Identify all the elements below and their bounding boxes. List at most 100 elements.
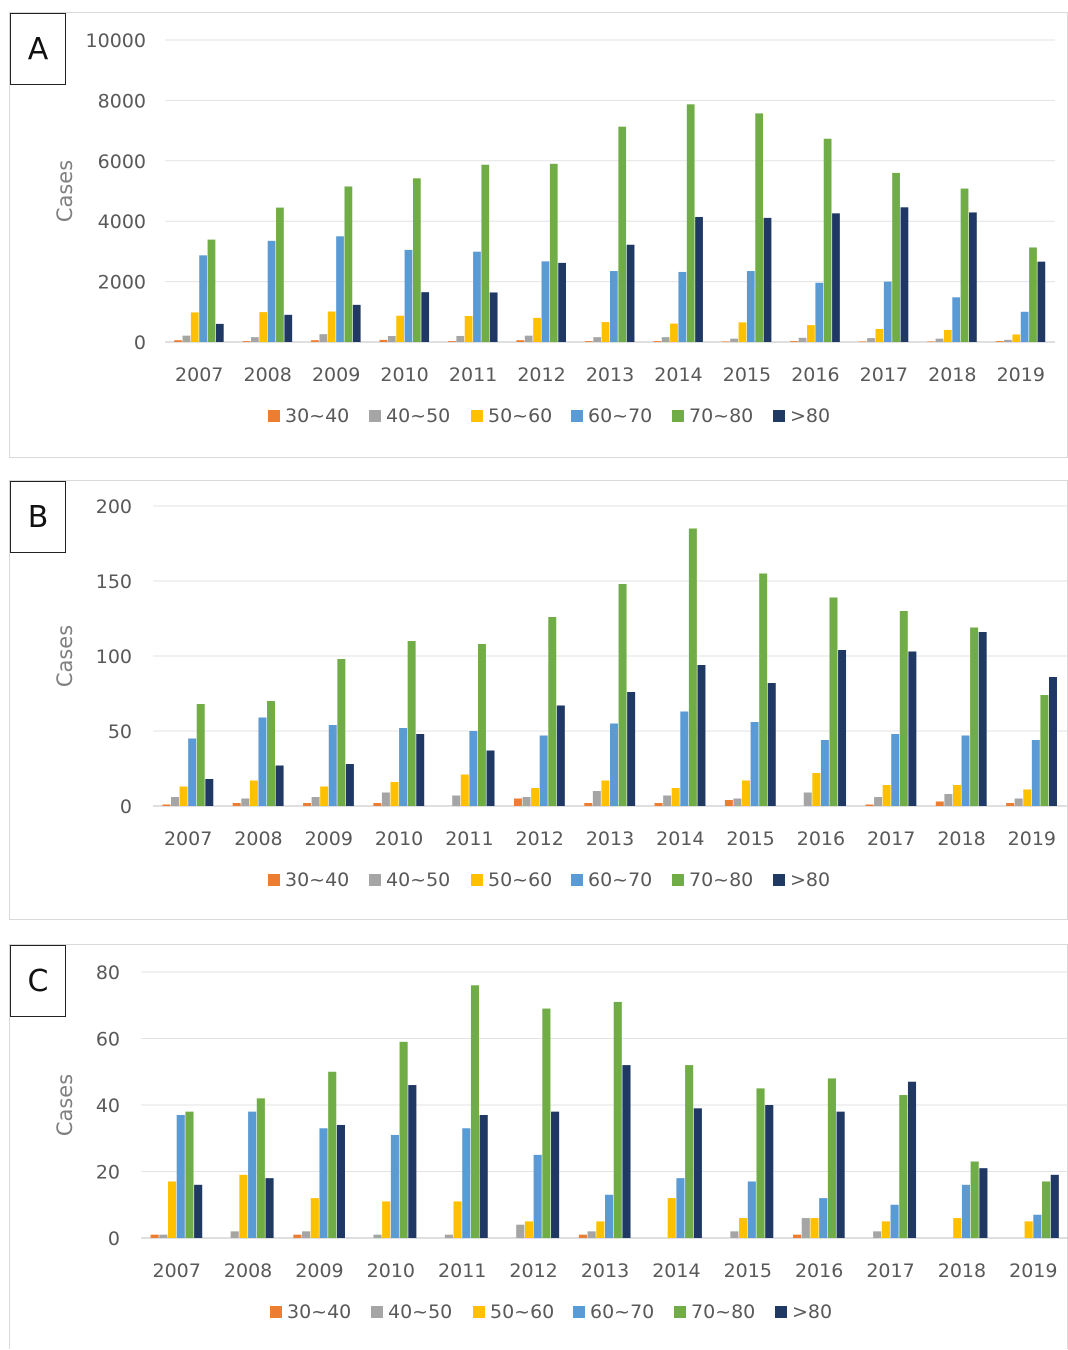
bar-2007-40-50 — [170, 797, 179, 806]
bar-2013-gt80 — [626, 244, 635, 342]
bar-2015-30-40 — [721, 341, 730, 342]
bar-2013-gt80 — [627, 692, 636, 806]
bar-2007-60-70 — [199, 255, 207, 342]
bar-2007-gt80 — [194, 1184, 203, 1238]
bar-2012-gt80 — [558, 262, 566, 342]
bar-2007-50-60 — [190, 312, 199, 342]
legend: 30~40 40~50 50~60 60~70 70~80 >80 — [268, 869, 830, 891]
bar-2014-70-80 — [686, 104, 695, 343]
bar-2017-gt80 — [908, 651, 917, 806]
bar-2011-50-60 — [453, 1201, 462, 1238]
bar-2012-70-80 — [548, 617, 557, 806]
legend-swatch — [471, 410, 483, 422]
bar-2012-70-80 — [549, 163, 558, 342]
x-tick-label: 2015 — [726, 828, 774, 850]
bar-2012-40-50 — [524, 335, 533, 342]
x-tick-label: 2011 — [445, 828, 493, 850]
bar-2017-70-80 — [899, 1095, 908, 1238]
bar-2008-gt80 — [265, 1178, 274, 1238]
legend-label: 30~40 — [285, 869, 349, 891]
bar-2019-gt80 — [1037, 261, 1046, 342]
legend-swatch — [473, 1306, 485, 1318]
bar-2012-30-40 — [513, 798, 522, 806]
legend-label: 40~50 — [388, 1301, 452, 1323]
x-tick-label: 2017 — [866, 1260, 914, 1282]
bar-2017-70-80 — [899, 611, 908, 806]
bar-2013-40-50 — [592, 791, 601, 806]
bar-2009-gt80 — [352, 304, 361, 342]
y-tick-label: 10000 — [86, 30, 146, 52]
bar-2014-70-80 — [685, 1065, 694, 1238]
x-tick-label: 2010 — [380, 364, 428, 386]
bar-2009-gt80 — [336, 1124, 345, 1238]
bar-2007-60-70 — [188, 738, 197, 806]
legend-label: 40~50 — [386, 405, 450, 427]
bar-2007-60-70 — [176, 1114, 185, 1238]
bar-2016-gt80 — [838, 650, 847, 806]
bar-2015-30-40 — [724, 800, 733, 806]
x-tick-label: 2013 — [586, 364, 634, 386]
bar-2017-40-50 — [874, 797, 883, 806]
y-tick-label: 150 — [96, 571, 132, 593]
legend-item-gt80: >80 — [773, 869, 830, 891]
bar-2019-40-50 — [1004, 339, 1012, 342]
bar-2009-30-40 — [303, 803, 312, 806]
bar-2008-gt80 — [284, 314, 293, 342]
legend-item-gt80: >80 — [773, 405, 830, 427]
bar-2016-70-80 — [829, 597, 838, 806]
bar-2018-70-80 — [970, 1161, 979, 1238]
legend-label: 70~80 — [689, 405, 753, 427]
bar-2011-gt80 — [489, 292, 498, 342]
bar-2012-60-70 — [541, 261, 550, 342]
y-tick-label: 0 — [134, 332, 146, 354]
bar-2013-50-60 — [601, 780, 610, 806]
bar-2014-gt80 — [695, 216, 703, 342]
bar-2007-50-60 — [167, 1181, 177, 1238]
bar-2011-40-50 — [456, 335, 465, 342]
bar-2011-gt80 — [479, 1114, 488, 1238]
bar-2010-40-50 — [381, 792, 390, 806]
bar-2012-50-60 — [524, 1221, 534, 1238]
bar-2015-gt80 — [767, 683, 776, 806]
bar-2019-70-80 — [1029, 247, 1037, 342]
legend-swatch — [270, 1306, 282, 1318]
y-tick-label: 60 — [96, 1029, 120, 1051]
bar-2014-70-80 — [688, 528, 697, 806]
bar-2018-70-80 — [960, 188, 969, 342]
x-tick-label: 2016 — [791, 364, 839, 386]
legend-label: 60~70 — [590, 1301, 654, 1323]
legend-label: 70~80 — [689, 869, 753, 891]
bar-2010-gt80 — [421, 292, 430, 342]
bar-2007-30-40 — [150, 1234, 159, 1238]
bar-2013-40-50 — [587, 1231, 596, 1238]
y-axis-title: Cases — [53, 1074, 77, 1136]
legend-item-30-40: 30~40 — [268, 869, 349, 891]
bar-2016-60-70 — [815, 282, 824, 342]
gridlines — [141, 971, 1068, 1239]
chart-panel-c: C 0 20 40 60 80 Cases 2007 2008 2009 2010 2011 2012… — [9, 944, 1068, 1349]
bar-2014-40-50 — [663, 795, 672, 806]
bar-2019-70-80 — [1042, 1181, 1051, 1238]
bar-2014-gt80 — [697, 665, 706, 806]
bar-2018-50-60 — [952, 785, 961, 806]
y-tick-label: 200 — [96, 496, 132, 518]
bar-2009-70-80 — [344, 186, 353, 342]
bar-2011-50-60 — [460, 774, 469, 806]
legend-label: >80 — [790, 405, 830, 427]
legend-item-70-80: 70~80 — [672, 869, 753, 891]
legend-item-60-70: 60~70 — [571, 869, 652, 891]
legend-label: 50~60 — [488, 869, 552, 891]
bar-chart-b: 0 50 100 150 200 Cases 2007 2008 2009 2010 2011 201… — [53, 496, 1067, 891]
x-tick-label: 2011 — [449, 364, 497, 386]
legend-swatch — [471, 874, 483, 886]
bar-2019-30-40 — [995, 341, 1004, 342]
bar-2010-60-70 — [390, 1134, 399, 1238]
bar-2015-60-70 — [746, 271, 755, 342]
bar-2012-60-70 — [533, 1154, 542, 1238]
bar-2010-70-80 — [407, 641, 416, 806]
legend-swatch — [672, 410, 684, 422]
x-tick-label: 2019 — [997, 364, 1045, 386]
bar-2008-70-80 — [276, 207, 284, 342]
x-tick-label: 2014 — [654, 364, 702, 386]
